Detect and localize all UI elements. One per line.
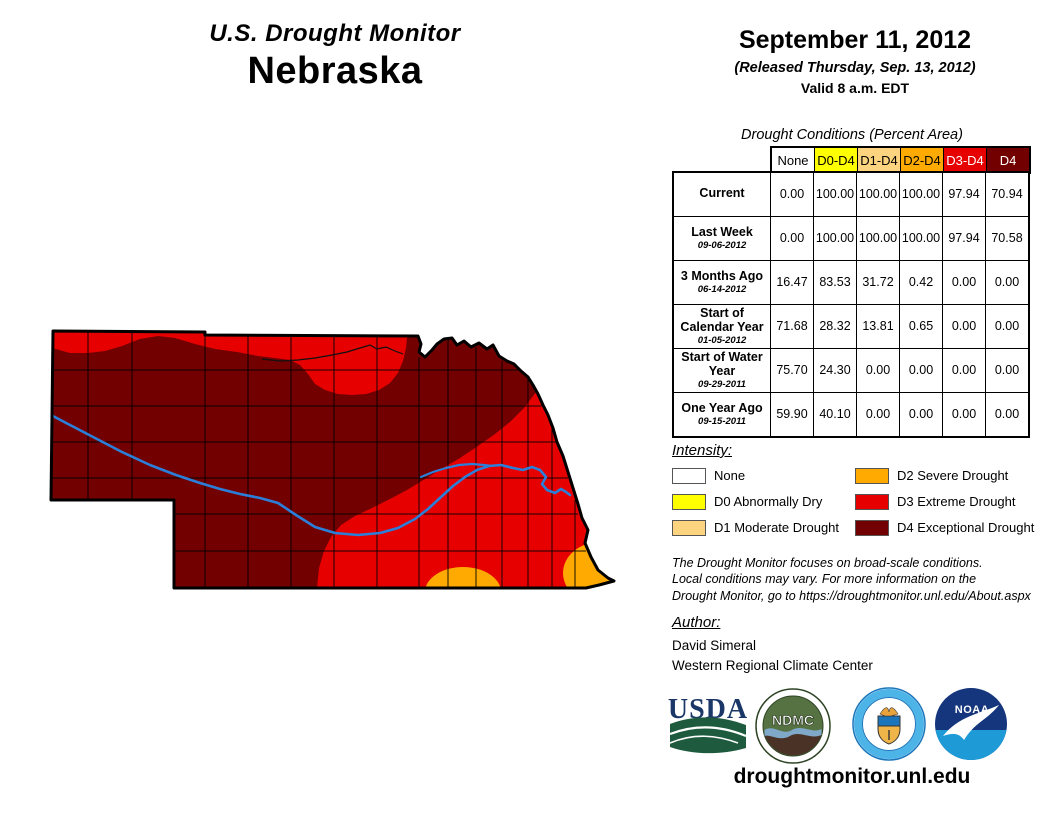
table-cell: 100.00 bbox=[900, 217, 942, 260]
map-region-d2-south-patch bbox=[425, 567, 501, 588]
table-cell: 100.00 bbox=[857, 217, 899, 260]
table-header-row: None D0-D4 D1-D4 D2-D4 D3-D4 D4 bbox=[770, 146, 1031, 174]
table-cell: 75.70 bbox=[771, 349, 813, 392]
row-label-last-week: Last Week 09-06-2012 bbox=[674, 217, 770, 260]
legend-item-d3: D3 Extreme Drought bbox=[855, 493, 1034, 510]
legend-swatch-d0 bbox=[672, 493, 706, 510]
table-cell: 40.10 bbox=[814, 393, 856, 436]
author-block: Author: David Simeral Western Regional C… bbox=[672, 614, 1032, 673]
table-cell: 97.94 bbox=[943, 217, 985, 260]
ndmc-logo: NDMC bbox=[755, 688, 831, 764]
table-cell: 0.00 bbox=[943, 349, 985, 392]
legend-swatch-d4 bbox=[855, 519, 889, 536]
map-region-d3-north bbox=[52, 331, 407, 395]
table-cell: 70.94 bbox=[986, 173, 1028, 216]
row-label-one-year-ago: One Year Ago 09-15-2011 bbox=[674, 393, 770, 436]
column-header-d3d4: D3-D4 bbox=[944, 148, 986, 172]
legend-item-d2: D2 Severe Drought bbox=[855, 467, 1034, 484]
table-cell: 0.00 bbox=[986, 393, 1028, 436]
legend-title: Intensity: bbox=[672, 442, 733, 459]
table-cell: 0.00 bbox=[943, 305, 985, 348]
legend-swatch-d3 bbox=[855, 493, 889, 510]
row-label-current: Current bbox=[674, 173, 770, 216]
state-name-title: Nebraska bbox=[247, 50, 423, 92]
legend-item-d4: D4 Exceptional Drought bbox=[855, 519, 1034, 536]
author-organization: Western Regional Climate Center bbox=[672, 658, 873, 673]
noaa-logo: NOAA bbox=[935, 688, 1007, 761]
legend-item-d0: D0 Abnormally Dry bbox=[672, 493, 855, 510]
table-cell: 0.00 bbox=[986, 261, 1028, 304]
legend-swatch-d2 bbox=[855, 467, 889, 484]
table-cell: 0.00 bbox=[771, 173, 813, 216]
table-cell: 0.00 bbox=[986, 305, 1028, 348]
usda-logo: USDA bbox=[668, 694, 747, 754]
title-block: U.S. Drought Monitor Nebraska bbox=[150, 20, 520, 93]
column-header-none: None bbox=[772, 148, 814, 172]
table-cell: 0.00 bbox=[986, 349, 1028, 392]
table-cell: 100.00 bbox=[814, 173, 856, 216]
loup-river-line bbox=[419, 462, 494, 479]
table-cell: 100.00 bbox=[814, 217, 856, 260]
legend-swatch-d1 bbox=[672, 519, 706, 536]
table-cell: 83.53 bbox=[814, 261, 856, 304]
table-cell: 97.94 bbox=[943, 173, 985, 216]
date-block: September 11, 2012 (Released Thursday, S… bbox=[700, 26, 1010, 96]
table-cell: 59.90 bbox=[771, 393, 813, 436]
author-heading: Author: bbox=[672, 614, 721, 631]
svg-text:NOAA: NOAA bbox=[955, 704, 989, 716]
svg-text:NDMC: NDMC bbox=[772, 712, 814, 728]
row-label-start-calendar-year: Start of Calendar Year 01-05-2012 bbox=[674, 305, 770, 348]
platte-river-line bbox=[51, 413, 572, 537]
county-lines bbox=[51, 331, 586, 588]
legend-swatch-none bbox=[672, 467, 706, 484]
table-cell: 0.00 bbox=[900, 349, 942, 392]
table-cell: 0.00 bbox=[857, 349, 899, 392]
intensity-legend: Intensity: None D0 Abnormally Dry D1 Mod… bbox=[672, 442, 1044, 536]
table-cell: 70.58 bbox=[986, 217, 1028, 260]
row-label-3-months-ago: 3 Months Ago 06-14-2012 bbox=[674, 261, 770, 304]
table-cell: 13.81 bbox=[857, 305, 899, 348]
report-title: U.S. Drought Monitor bbox=[209, 20, 461, 47]
table-title: Drought Conditions (Percent Area) bbox=[741, 127, 963, 143]
niobrara-river-line bbox=[261, 344, 404, 362]
release-date: (Released Thursday, Sep. 13, 2012) bbox=[734, 60, 976, 76]
nebraska-state-outline bbox=[49, 329, 616, 590]
legend-item-d1: D1 Moderate Drought bbox=[672, 519, 855, 536]
valid-time: Valid 8 a.m. EDT bbox=[800, 80, 910, 96]
column-header-d4: D4 bbox=[987, 148, 1029, 172]
table-cell: 24.30 bbox=[814, 349, 856, 392]
table-cell: 100.00 bbox=[900, 173, 942, 216]
table-cell: 0.00 bbox=[943, 261, 985, 304]
dept-of-commerce-seal bbox=[852, 687, 926, 761]
drought-conditions-table: Current 0.00 100.00 100.00 100.00 97.94 … bbox=[672, 171, 1030, 438]
legend-item-none: None bbox=[672, 467, 855, 484]
table-cell: 0.00 bbox=[900, 393, 942, 436]
row-label-start-water-year: Start of Water Year 09-29-2011 bbox=[674, 349, 770, 392]
table-cell: 100.00 bbox=[857, 173, 899, 216]
table-cell: 0.00 bbox=[771, 217, 813, 260]
table-cell: 31.72 bbox=[857, 261, 899, 304]
table-cell: 71.68 bbox=[771, 305, 813, 348]
table-cell: 0.65 bbox=[900, 305, 942, 348]
table-cell: 0.42 bbox=[900, 261, 942, 304]
report-date: September 11, 2012 bbox=[738, 26, 972, 54]
table-cell: 0.00 bbox=[943, 393, 985, 436]
column-header-d2d4: D2-D4 bbox=[901, 148, 943, 172]
author-name: David Simeral bbox=[672, 638, 757, 653]
table-cell: 0.00 bbox=[857, 393, 899, 436]
disclaimer-text: The Drought Monitor focuses on broad-sca… bbox=[672, 556, 1031, 603]
table-cell: 16.47 bbox=[771, 261, 813, 304]
drought-monitor-url: droughtmonitor.unl.edu bbox=[733, 765, 971, 788]
table-cell: 28.32 bbox=[814, 305, 856, 348]
column-header-d1d4: D1-D4 bbox=[858, 148, 900, 172]
column-header-d0d4: D0-D4 bbox=[815, 148, 857, 172]
